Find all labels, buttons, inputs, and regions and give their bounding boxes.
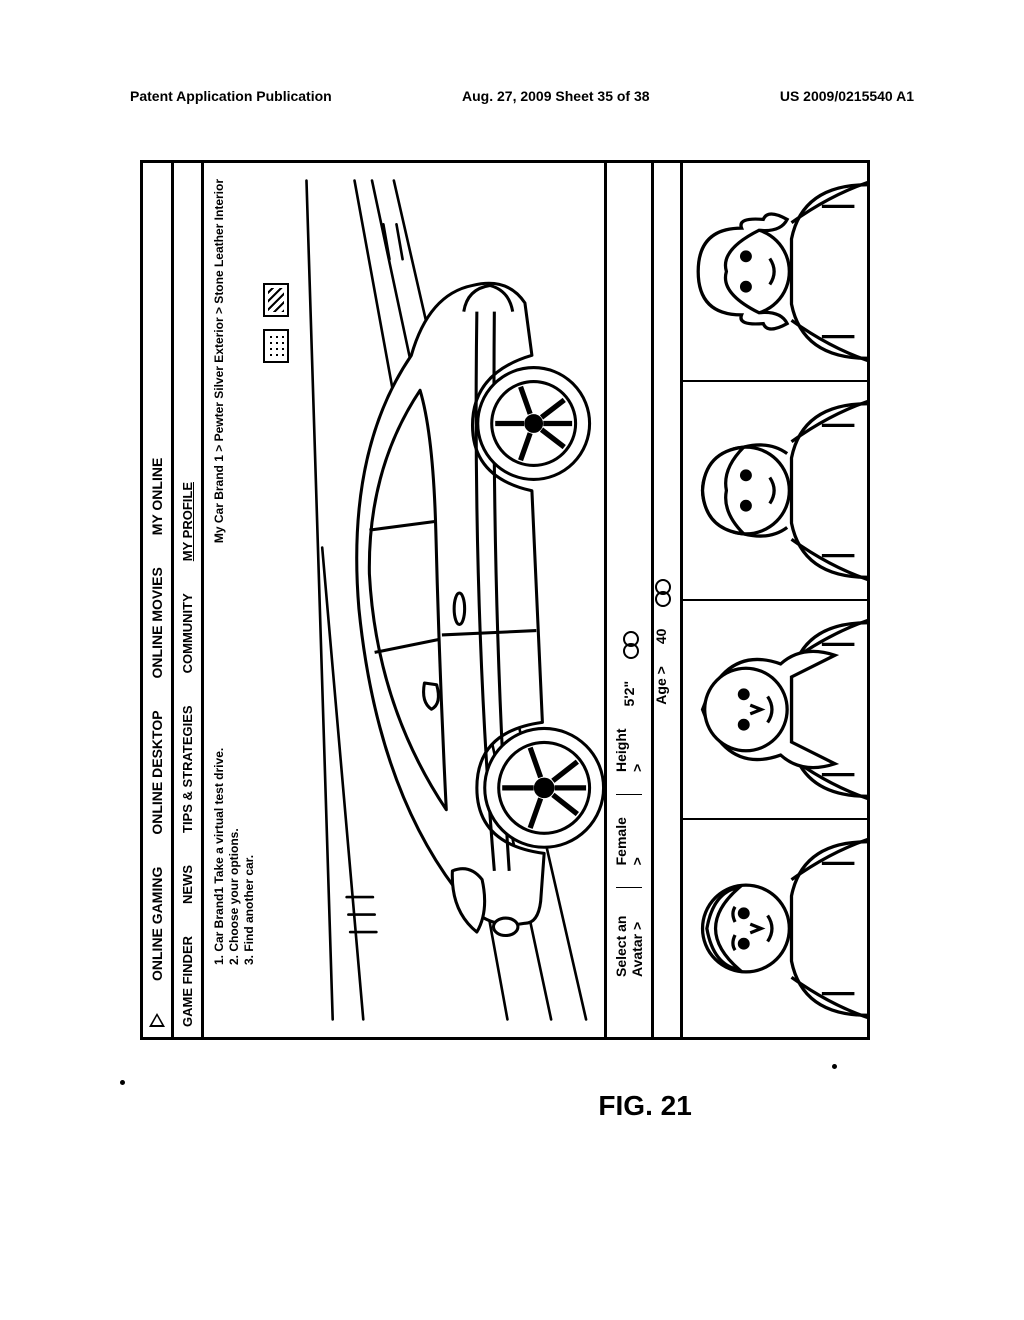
height-label: Height > — [613, 728, 645, 772]
page-header: Patent Application Publication Aug. 27, … — [0, 88, 1024, 104]
select-avatar-label[interactable]: Select an Avatar > — [613, 910, 645, 977]
header-right: US 2009/0215540 A1 — [780, 88, 914, 104]
nav-secondary-item[interactable]: NEWS — [180, 865, 195, 904]
instruction-list: 1. Car Brand1 Take a virtual test drive.… — [212, 748, 257, 965]
car-svg — [289, 163, 604, 1037]
separator — [616, 887, 642, 888]
nav-primary-item[interactable]: ONLINE DESKTOP — [149, 710, 165, 834]
link-chain-icon[interactable] — [655, 579, 667, 607]
avatar-selector-bar-2: Select an Avatar > Female > Age > 40 — [648, 163, 683, 1037]
avatar-option-4[interactable] — [683, 163, 867, 380]
header-center: Aug. 27, 2009 Sheet 35 of 38 — [462, 88, 650, 104]
separator — [616, 794, 642, 795]
ui-mock-window: ONLINE GAMING ONLINE DESKTOP ONLINE MOVI… — [140, 160, 870, 1040]
link-chain-icon[interactable] — [623, 643, 635, 659]
instruction-line: 1. Car Brand1 Take a virtual test drive. — [212, 748, 227, 965]
play-triangle-icon — [149, 1013, 165, 1027]
nav-secondary-item[interactable]: TIPS & STRATEGIES — [180, 705, 195, 833]
stray-dot — [120, 1080, 125, 1085]
avatar-option-3[interactable] — [683, 380, 867, 599]
age-value: 40 — [653, 629, 669, 645]
figure-container: ONLINE GAMING ONLINE DESKTOP ONLINE MOVI… — [140, 160, 870, 1040]
avatar-grid — [683, 163, 867, 1037]
stray-dot — [832, 1064, 837, 1069]
swatch-row — [259, 163, 289, 1037]
nav-secondary-item[interactable]: GAME FINDER — [180, 936, 195, 1027]
height-value: 5'2" — [621, 681, 637, 707]
avatar-selector-bar: Select an Avatar > Female > Height > 5'2… — [604, 163, 654, 1037]
age-label: Age > — [653, 666, 669, 705]
nav-secondary-item[interactable]: MY PROFILE — [180, 482, 195, 561]
swatch-hatched[interactable] — [263, 283, 289, 317]
nav-secondary: GAME FINDER NEWS TIPS & STRATEGIES COMMU… — [174, 163, 204, 1037]
nav-primary: ONLINE GAMING ONLINE DESKTOP ONLINE MOVI… — [143, 163, 174, 1037]
nav-primary-item[interactable]: MY ONLINE — [149, 458, 165, 536]
nav-primary-item[interactable]: ONLINE MOVIES — [149, 567, 165, 678]
nav-primary-item[interactable]: ONLINE GAMING — [149, 867, 165, 981]
avatar-option-1[interactable] — [683, 818, 867, 1037]
nav-secondary-item[interactable]: COMMUNITY — [180, 593, 195, 673]
header-left: Patent Application Publication — [130, 88, 332, 104]
car-illustration — [289, 163, 604, 1037]
instruction-line: 2. Choose your options. — [227, 748, 242, 965]
swatch-dotted[interactable] — [263, 329, 289, 363]
content-top-row: 1. Car Brand1 Take a virtual test drive.… — [204, 163, 259, 1037]
gender-selector[interactable]: Female > — [613, 817, 645, 865]
figure-label: FIG. 21 — [598, 1090, 691, 1122]
avatar-option-2[interactable] — [683, 599, 867, 818]
config-breadcrumb: My Car Brand 1 > Pewter Silver Exterior … — [212, 179, 257, 543]
instruction-line: 3. Find another car. — [242, 748, 257, 965]
